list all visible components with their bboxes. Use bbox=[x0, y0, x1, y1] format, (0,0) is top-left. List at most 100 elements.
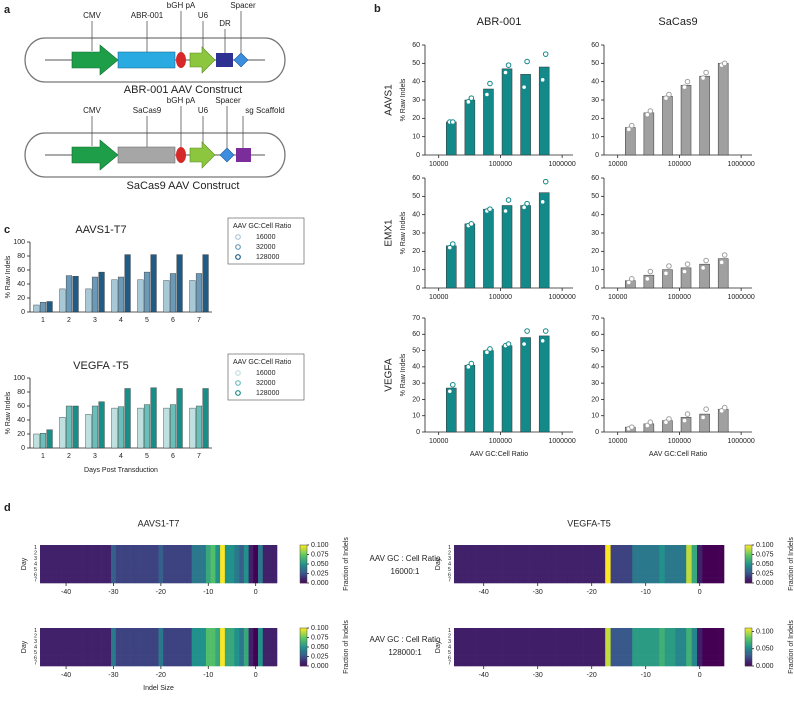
heatmap-cell bbox=[697, 644, 703, 651]
heatmap-cell bbox=[229, 649, 235, 656]
x-tick-label: 1000000 bbox=[727, 161, 754, 168]
colorbar-segment bbox=[300, 644, 307, 646]
colorbar-segment bbox=[300, 546, 307, 549]
heatmap-cell bbox=[626, 545, 633, 551]
heatmap-cell bbox=[610, 577, 617, 584]
heatmap-cell bbox=[106, 628, 112, 634]
heatmap-cell bbox=[139, 572, 145, 578]
heatmap-cell bbox=[702, 545, 709, 551]
heatmap-cell bbox=[163, 649, 169, 656]
replicate-dot bbox=[446, 244, 453, 251]
heatmap-cell bbox=[120, 655, 126, 661]
heatmap-cell bbox=[149, 555, 155, 562]
heatmap-cell bbox=[589, 577, 595, 584]
heatmap-cell bbox=[464, 655, 471, 661]
y-tick-label: 60 bbox=[17, 267, 25, 274]
heatmap-cell bbox=[158, 649, 164, 656]
heatmap-cell bbox=[82, 628, 88, 634]
heatmap-cell bbox=[248, 649, 254, 656]
heatmap-cell bbox=[144, 638, 150, 645]
colorbar-tick-label: 0.025 bbox=[756, 570, 774, 577]
heatmap-cell bbox=[562, 545, 568, 551]
heatmap-cell bbox=[583, 633, 590, 640]
colorbar-tick-label: 0.075 bbox=[311, 634, 329, 641]
heatmap-cell bbox=[139, 566, 145, 573]
heatmap-cell bbox=[49, 660, 55, 667]
heatmap-cell bbox=[518, 655, 525, 661]
heatmap-cell bbox=[167, 555, 174, 562]
heatmap-cell bbox=[49, 633, 55, 640]
x-tick-label: -20 bbox=[156, 589, 166, 596]
heatmap-cell bbox=[68, 555, 74, 562]
heatmap-cell bbox=[139, 555, 145, 562]
heatmap-cell bbox=[702, 577, 709, 584]
colorbar-segment bbox=[745, 640, 752, 642]
heatmap-cell bbox=[464, 660, 471, 667]
heatmap-cell bbox=[130, 660, 136, 667]
heatmap-cell bbox=[130, 555, 136, 562]
y-tick-label: 60 bbox=[412, 175, 420, 182]
colorbar-segment bbox=[745, 567, 752, 570]
heatmap-cell bbox=[464, 644, 471, 651]
heatmap-cell bbox=[513, 644, 520, 651]
y-axis-label: Day bbox=[21, 640, 28, 653]
heatmap-cell bbox=[481, 655, 487, 661]
y-tick-label: 5 bbox=[34, 567, 37, 573]
heatmap-cell bbox=[229, 633, 235, 640]
replicate-dot bbox=[487, 80, 493, 87]
heatmap-cell bbox=[508, 649, 514, 656]
colorbar-segment bbox=[300, 634, 307, 636]
heatmap-cell bbox=[718, 644, 725, 651]
replicate-dot bbox=[644, 111, 651, 118]
heatmap-cell bbox=[92, 628, 98, 634]
bar bbox=[520, 337, 531, 433]
y-tick-label: 0 bbox=[21, 309, 25, 316]
heatmap-cell bbox=[234, 572, 240, 578]
heatmap-cell bbox=[130, 572, 136, 578]
heatmap-cell bbox=[475, 644, 482, 651]
heatmap-cell bbox=[589, 633, 595, 640]
heatmap-cell bbox=[707, 660, 714, 667]
x-tick-label: 4 bbox=[119, 317, 123, 324]
heatmap-cell bbox=[589, 572, 595, 578]
heatmap-cell bbox=[475, 577, 482, 584]
heatmap-cell bbox=[556, 633, 563, 640]
heatmap-cell bbox=[234, 655, 240, 661]
heatmap-cell bbox=[144, 633, 150, 640]
colorbar-segment bbox=[745, 663, 752, 665]
heatmap-cell bbox=[191, 660, 197, 667]
y-tick-label: 60 bbox=[412, 42, 420, 49]
heatmap-cell bbox=[186, 628, 192, 634]
colorbar-segment bbox=[300, 559, 307, 561]
heatmap-cell bbox=[459, 644, 466, 651]
y-tick-label: 2 bbox=[448, 634, 451, 640]
heatmap-cell bbox=[267, 655, 273, 661]
heatmap-cell bbox=[134, 655, 140, 661]
heatmap-cell bbox=[215, 644, 221, 651]
heatmap-cell bbox=[158, 633, 164, 640]
heatmap-cell bbox=[63, 577, 69, 584]
heatmap-cell bbox=[470, 572, 476, 578]
heatmap-cell bbox=[82, 633, 88, 640]
x-tick-label: 0 bbox=[254, 672, 258, 679]
colorbar-segment bbox=[745, 546, 752, 549]
heatmap-cell bbox=[626, 649, 633, 656]
heatmap-cell bbox=[540, 566, 547, 573]
heatmap-cell bbox=[40, 644, 46, 651]
replicate-dot bbox=[539, 199, 546, 205]
heatmap-cell bbox=[486, 561, 493, 568]
heatmap-cell bbox=[508, 566, 514, 573]
x-tick-label: 100000 bbox=[489, 161, 512, 168]
heatmap-cell bbox=[610, 561, 617, 568]
heatmap-cell bbox=[464, 566, 471, 573]
heatmap-cell bbox=[149, 561, 155, 568]
y-tick-label: 20 bbox=[17, 431, 25, 438]
heatmap-cell bbox=[96, 655, 102, 661]
colorbar-segment bbox=[745, 569, 752, 571]
heatmap-cell bbox=[163, 628, 169, 634]
heatmap-cell bbox=[670, 577, 676, 584]
heatmap-cell bbox=[68, 644, 74, 651]
heatmap-cell bbox=[220, 628, 226, 634]
heatmap-cell bbox=[524, 561, 530, 568]
heatmap-cell bbox=[605, 638, 611, 645]
